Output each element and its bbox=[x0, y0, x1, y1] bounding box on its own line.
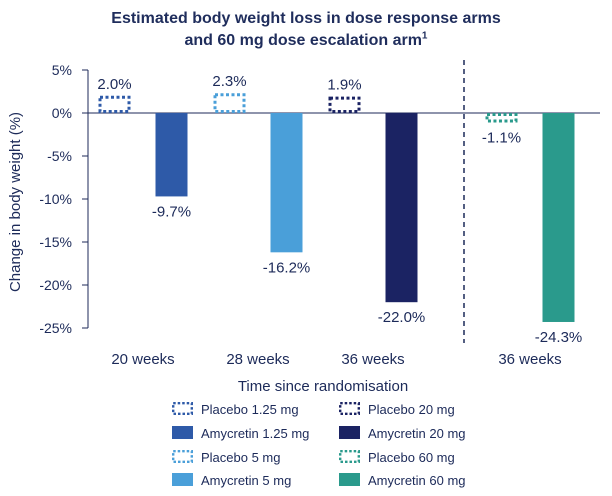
legend-swatch-amycretin bbox=[339, 426, 360, 439]
legend-swatch-amycretin bbox=[172, 473, 193, 486]
bar-amycretin bbox=[385, 113, 418, 303]
legend-label: Amycretin 5 mg bbox=[201, 473, 291, 488]
x-axis-title: Time since randomisation bbox=[238, 378, 408, 395]
legend-swatch-placebo bbox=[339, 402, 361, 416]
chart-title: Estimated body weight loss in dose respo… bbox=[0, 8, 612, 52]
bar-amycretin bbox=[542, 113, 575, 322]
x-category-label: 20 weeks bbox=[111, 351, 174, 368]
chart-title-line-2-text: and 60 mg dose escalation arm bbox=[184, 32, 422, 49]
chart-title-superscript: 1 bbox=[421, 30, 428, 42]
legend-label: Amycretin 20 mg bbox=[368, 426, 466, 441]
y-tick-label: -15% bbox=[39, 234, 72, 250]
y-tick-label: -25% bbox=[39, 320, 72, 336]
bar-amycretin bbox=[155, 113, 188, 197]
x-category-label: 36 weeks bbox=[498, 351, 561, 368]
data-label: -24.3% bbox=[535, 329, 583, 346]
bar-placebo bbox=[98, 95, 131, 114]
legend-swatch-placebo bbox=[339, 450, 361, 464]
legend-label: Placebo 20 mg bbox=[368, 402, 455, 417]
bar-amycretin bbox=[270, 113, 303, 253]
chart-title-line-1: Estimated body weight loss in dose respo… bbox=[111, 10, 501, 27]
chart-title-line-2: and 60 mg dose escalation arm1 bbox=[0, 30, 612, 52]
data-label: -22.0% bbox=[378, 309, 426, 326]
data-label: -1.1% bbox=[482, 129, 521, 146]
bar-placebo bbox=[485, 113, 518, 123]
legend-swatch-amycretin bbox=[339, 473, 360, 486]
bar-placebo bbox=[328, 96, 361, 114]
data-label: 1.9% bbox=[327, 77, 361, 94]
y-tick-label: 0% bbox=[52, 105, 72, 121]
x-category-label: 36 weeks bbox=[341, 351, 404, 368]
y-tick-label: 5% bbox=[52, 62, 72, 78]
legend-label: Amycretin 60 mg bbox=[368, 473, 466, 488]
legend-swatch-placebo bbox=[171, 450, 193, 464]
legend-label: Placebo 1.25 mg bbox=[201, 402, 299, 417]
legend-swatch-amycretin bbox=[172, 426, 193, 439]
data-label: 2.3% bbox=[212, 73, 246, 90]
bar-placebo bbox=[213, 93, 246, 114]
legend-label: Placebo 5 mg bbox=[201, 450, 281, 465]
legend-label: Amycretin 1.25 mg bbox=[201, 426, 309, 441]
y-tick-label: -10% bbox=[39, 191, 72, 207]
data-label: 2.0% bbox=[97, 76, 131, 93]
data-label: -16.2% bbox=[263, 259, 311, 276]
x-category-label: 28 weeks bbox=[226, 351, 289, 368]
y-axis-title: Change in body weight (%) bbox=[7, 112, 24, 292]
y-tick-label: -5% bbox=[47, 148, 72, 164]
y-tick-label: -20% bbox=[39, 277, 72, 293]
legend-swatch-placebo bbox=[171, 402, 193, 416]
data-label: -9.7% bbox=[152, 203, 191, 220]
legend-label: Placebo 60 mg bbox=[368, 450, 455, 465]
